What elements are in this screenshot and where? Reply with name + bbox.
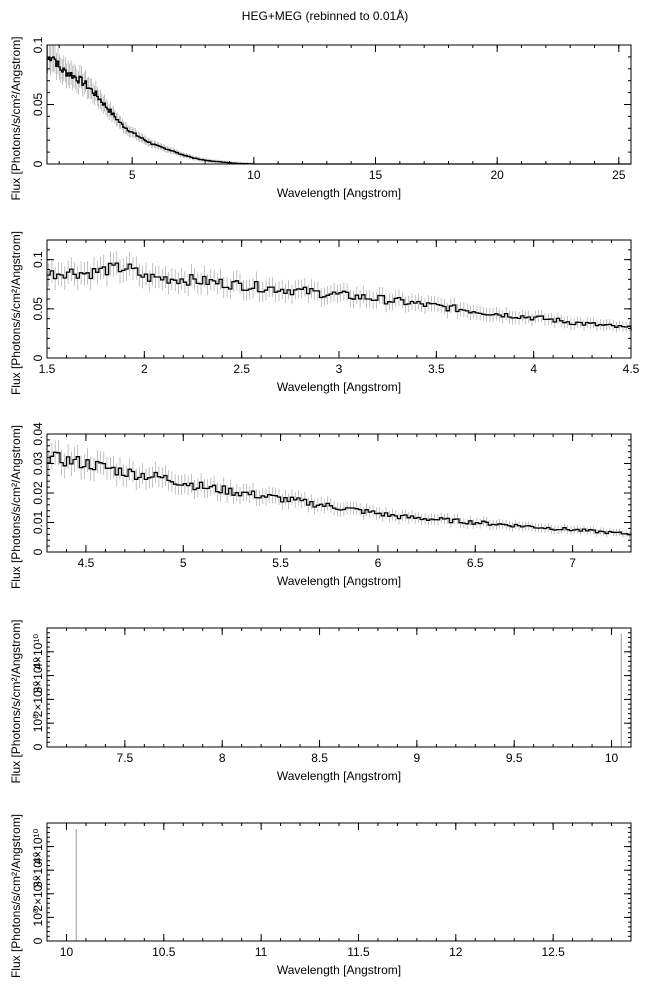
data-trace bbox=[47, 250, 632, 336]
y-tick-label: 0 bbox=[31, 548, 45, 555]
y-tick-label: 0.05 bbox=[31, 297, 45, 321]
y-axis-label: Flux [Photons/s/cm²/Angstrom] bbox=[9, 36, 23, 200]
x-tick-label: 8 bbox=[219, 751, 226, 765]
x-axis-label: Wavelength [Angstrom] bbox=[277, 963, 401, 977]
x-tick-label: 5 bbox=[129, 168, 136, 182]
y-tick-label: 3×10¹⁰ bbox=[31, 657, 45, 693]
y-tick-label: 4×10¹⁰ bbox=[31, 828, 45, 864]
x-axis-label: Wavelength [Angstrom] bbox=[277, 574, 401, 588]
panel-3: 4.5 5 5.5 6 6.5 7 0 0.01 0.02 0.03 0.04 Wavelength … bbox=[9, 422, 632, 589]
y-tick-label: 0 bbox=[31, 160, 45, 167]
figure-title: HEG+MEG (rebinned to 0.01Å) bbox=[241, 9, 409, 23]
plot-frame bbox=[46, 627, 632, 748]
x-tick-label: 3.5 bbox=[428, 362, 445, 376]
x-tick-label: 8.5 bbox=[311, 751, 328, 765]
x-tick-label: 10 bbox=[605, 751, 619, 765]
x-tick-label: 11.5 bbox=[347, 945, 370, 959]
y-tick-label: 0 bbox=[31, 354, 45, 361]
data-trace bbox=[47, 45, 631, 165]
error-bars bbox=[47, 45, 254, 164]
error-bars bbox=[48, 439, 632, 539]
y-axis-label: Flux [Photons/s/cm²/Angstrom] bbox=[9, 231, 23, 395]
x-tick-label: 9.5 bbox=[506, 751, 523, 765]
x-tick-label: 9 bbox=[414, 751, 421, 765]
y-tick-label: 0.01 bbox=[31, 510, 45, 534]
x-tick-label: 6.5 bbox=[467, 556, 484, 570]
y-tick-label: 0.1 bbox=[31, 251, 45, 268]
x-tick-label: 4.5 bbox=[78, 556, 95, 570]
x-tick-label: 5.5 bbox=[272, 556, 289, 570]
x-tick-label: 10.5 bbox=[152, 945, 176, 959]
x-tick-label: 2.5 bbox=[233, 362, 250, 376]
y-tick-label: 0 bbox=[31, 743, 45, 750]
x-tick-label: 25 bbox=[612, 168, 626, 182]
y-tick-label: 0.1 bbox=[31, 36, 45, 53]
plot-frame bbox=[46, 822, 632, 942]
x-axis-label: Wavelength [Angstrom] bbox=[277, 186, 401, 200]
x-tick-label: 20 bbox=[490, 168, 504, 182]
y-tick-label: 0.05 bbox=[31, 92, 45, 116]
y-axis-label: Flux [Photons/s/cm²/Angstrom] bbox=[9, 619, 23, 783]
y-tick-label: 0 bbox=[31, 937, 45, 944]
y-tick-label: 10⁰ bbox=[31, 714, 45, 732]
data-trace bbox=[47, 439, 632, 539]
x-tick-label: 5 bbox=[180, 556, 187, 570]
y-tick-label: 2×10¹⁰ bbox=[31, 681, 45, 717]
x-tick-label: 12 bbox=[449, 945, 463, 959]
x-tick-label: 7 bbox=[569, 556, 576, 570]
plot-frame bbox=[46, 44, 632, 165]
y-tick-label: 3×10¹⁰ bbox=[31, 852, 45, 888]
y-tick-label: 0.02 bbox=[31, 481, 45, 505]
y-tick-label: 0.04 bbox=[31, 422, 45, 446]
x-tick-label: 4.5 bbox=[623, 362, 640, 376]
series-line bbox=[47, 451, 632, 536]
x-tick-label: 3 bbox=[336, 362, 343, 376]
y-tick-label: 4×10¹⁰ bbox=[31, 634, 45, 670]
x-axis-label: Wavelength [Angstrom] bbox=[277, 769, 401, 783]
x-tick-label: 10 bbox=[60, 945, 74, 959]
y-axis-label: Flux [Photons/s/cm²/Angstrom] bbox=[9, 814, 23, 978]
x-tick-label: 1.5 bbox=[39, 362, 56, 376]
series-line bbox=[47, 56, 631, 165]
x-tick-label: 6 bbox=[375, 556, 382, 570]
panel-1: 5 10 15 20 25 0 0.05 0.1 Wavelength [Angstrom] Fl… bbox=[9, 36, 632, 201]
panel-2: 1.5 2 2.5 3 3.5 4 4.5 0 0.05 0.1 Wavelength [Angst… bbox=[9, 231, 640, 395]
x-tick-label: 7.5 bbox=[117, 751, 134, 765]
x-tick-label: 11 bbox=[255, 945, 268, 959]
y-tick-label: 10⁰ bbox=[31, 908, 45, 926]
x-tick-label: 12.5 bbox=[541, 945, 565, 959]
plot-frame bbox=[46, 239, 632, 359]
panel-5: 10 10.5 11 11.5 12 12.5 0 10⁰2×10¹⁰3×10¹⁰4×10¹⁰… bbox=[9, 814, 632, 978]
x-tick-label: 15 bbox=[369, 168, 383, 182]
y-axis-label: Flux [Photons/s/cm²/Angstrom] bbox=[9, 425, 23, 589]
plot-frame bbox=[46, 433, 632, 553]
y-tick-label: 0.03 bbox=[31, 451, 45, 475]
x-tick-label: 4 bbox=[530, 362, 537, 376]
x-tick-label: 10 bbox=[247, 168, 261, 182]
series-line bbox=[47, 262, 632, 331]
y-tick-label: 2×10¹⁰ bbox=[31, 876, 45, 912]
x-tick-label: 2 bbox=[141, 362, 148, 376]
x-axis-label: Wavelength [Angstrom] bbox=[277, 380, 401, 394]
